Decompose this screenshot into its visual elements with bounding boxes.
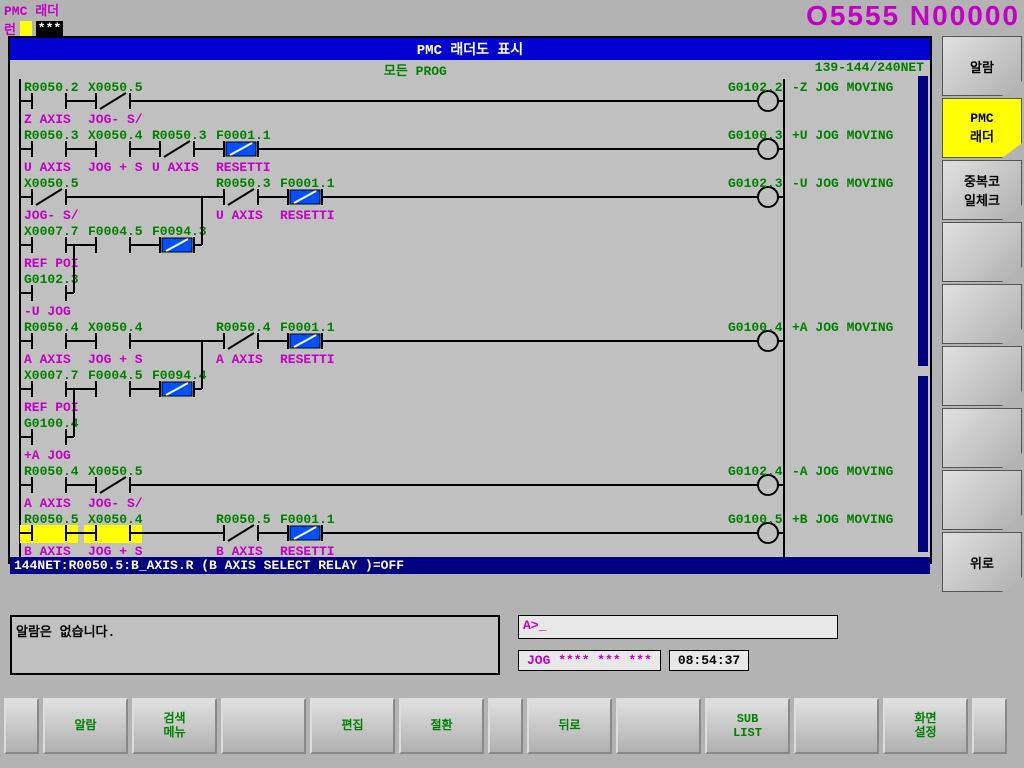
net-range: 139-144/240NET: [815, 60, 924, 79]
svg-text:X0050.5: X0050.5: [88, 80, 143, 95]
softkey-0[interactable]: [4, 698, 39, 754]
svg-text:JOG- S/: JOG- S/: [24, 208, 79, 223]
svg-text:X0050.4: X0050.4: [88, 512, 143, 527]
svg-text:X0050.5: X0050.5: [24, 176, 79, 191]
scrollbar[interactable]: [918, 76, 928, 552]
side-button-7[interactable]: [942, 470, 1022, 530]
softkey-4[interactable]: 편집: [310, 698, 395, 754]
message-box: 알람은 없습니다.: [10, 615, 500, 675]
softkey-11[interactable]: 화면 설정: [883, 698, 968, 754]
svg-text:RESETTI: RESETTI: [280, 352, 335, 367]
svg-text:R0050.5: R0050.5: [24, 512, 79, 527]
svg-text:F0094.4: F0094.4: [152, 368, 207, 383]
svg-text:JOG + S: JOG + S: [88, 352, 143, 367]
svg-text:RESETTI: RESETTI: [280, 544, 335, 557]
svg-text:JOG + S: JOG + S: [88, 160, 143, 175]
svg-text:B AXIS: B AXIS: [24, 544, 71, 557]
svg-text:F0001.1: F0001.1: [216, 128, 271, 143]
svg-text:JOG + S: JOG + S: [88, 544, 143, 557]
svg-text:+U JOG MOVING: +U JOG MOVING: [792, 128, 894, 143]
svg-text:F0004.5: F0004.5: [88, 224, 143, 239]
svg-text:REF POI: REF POI: [24, 256, 79, 271]
svg-text:F0001.1: F0001.1: [280, 176, 335, 191]
panel-title: PMC 래더도 표시: [10, 38, 930, 60]
svg-text:+A JOG: +A JOG: [24, 448, 71, 463]
softkey-3[interactable]: [221, 698, 306, 754]
softkey-1[interactable]: 알람: [43, 698, 128, 754]
svg-text:A AXIS: A AXIS: [24, 496, 71, 511]
svg-text:F0001.1: F0001.1: [280, 320, 335, 335]
svg-text:X0050.5: X0050.5: [88, 464, 143, 479]
svg-text:U AXIS: U AXIS: [152, 160, 199, 175]
side-button-5[interactable]: [942, 346, 1022, 406]
svg-text:JOG- S/: JOG- S/: [88, 496, 143, 511]
svg-text:G0100.3: G0100.3: [728, 128, 783, 143]
svg-text:X0007.7: X0007.7: [24, 224, 79, 239]
side-button-4[interactable]: [942, 284, 1022, 344]
softkey-5[interactable]: 절환: [399, 698, 484, 754]
status-line: 144NET:R0050.5:B_AXIS.R (B AXIS SELECT R…: [10, 557, 930, 574]
svg-text:G0100.4: G0100.4: [24, 416, 79, 431]
svg-text:-U JOG MOVING: -U JOG MOVING: [792, 176, 894, 191]
svg-text:F0094.3: F0094.3: [152, 224, 207, 239]
side-button-6[interactable]: [942, 408, 1022, 468]
softkey-8[interactable]: [616, 698, 701, 754]
svg-text:R0050.3: R0050.3: [216, 176, 271, 191]
svg-text:R0050.3: R0050.3: [152, 128, 207, 143]
svg-text:G0102.3: G0102.3: [24, 272, 79, 287]
svg-text:U AXIS: U AXIS: [216, 208, 263, 223]
svg-text:G0102.4: G0102.4: [728, 464, 783, 479]
program-number: O5555 N00000: [806, 0, 1020, 32]
svg-text:-A JOG MOVING: -A JOG MOVING: [792, 464, 894, 479]
svg-text:RESETTI: RESETTI: [216, 160, 271, 175]
side-button-1[interactable]: PMC 래더: [942, 98, 1022, 158]
svg-text:U AXIS: U AXIS: [24, 160, 71, 175]
svg-text:A AXIS: A AXIS: [24, 352, 71, 367]
svg-text:F0001.1: F0001.1: [280, 512, 335, 527]
prog-filter: 모든 PROG: [384, 60, 447, 79]
softkey-2[interactable]: 검색 메뉴: [132, 698, 217, 754]
svg-text:-Z JOG MOVING: -Z JOG MOVING: [792, 80, 894, 95]
softkey-10[interactable]: [794, 698, 879, 754]
svg-text:X0007.7: X0007.7: [24, 368, 79, 383]
mode-indicator: JOG **** *** ***: [518, 650, 661, 671]
svg-text:F0004.5: F0004.5: [88, 368, 143, 383]
svg-text:R0050.4: R0050.4: [24, 464, 79, 479]
side-button-bar: 알람PMC 래더중복코 일체크위로: [942, 36, 1022, 592]
softkey-bar: 알람검색 메뉴 편집절환 뒤로 SUB LIST 화면 설정: [0, 698, 1024, 766]
softkey-9[interactable]: SUB LIST: [705, 698, 790, 754]
ladder-canvas[interactable]: R0050.2 Z AXIS X0050.5 JOG- S/G0102.2 -Z JOG…: [12, 79, 922, 557]
svg-text:+A JOG MOVING: +A JOG MOVING: [792, 320, 894, 335]
ladder-panel: PMC 래더도 표시 모든 PROG 139-144/240NET R0050.…: [8, 36, 932, 564]
svg-text:X0050.4: X0050.4: [88, 128, 143, 143]
side-button-2[interactable]: 중복코 일체크: [942, 160, 1022, 220]
svg-text:G0100.4: G0100.4: [728, 320, 783, 335]
svg-text:REF POI: REF POI: [24, 400, 79, 415]
svg-text:A AXIS: A AXIS: [216, 352, 263, 367]
softkey-7[interactable]: 뒤로: [527, 698, 612, 754]
svg-text:B AXIS: B AXIS: [216, 544, 263, 557]
svg-text:Z AXIS: Z AXIS: [24, 112, 71, 127]
svg-text:-U JOG: -U JOG: [24, 304, 71, 319]
svg-text:G0102.2: G0102.2: [728, 80, 783, 95]
softkey-6[interactable]: [488, 698, 523, 754]
svg-text:R0050.3: R0050.3: [24, 128, 79, 143]
svg-text:R0050.2: R0050.2: [24, 80, 79, 95]
clock: 08:54:37: [669, 650, 749, 671]
side-button-0[interactable]: 알람: [942, 36, 1022, 96]
side-button-3[interactable]: [942, 222, 1022, 282]
app-title: PMC 래더: [4, 0, 63, 19]
svg-text:R0050.4: R0050.4: [216, 320, 271, 335]
svg-text:X0050.4: X0050.4: [88, 320, 143, 335]
svg-text:G0100.5: G0100.5: [728, 512, 783, 527]
softkey-12[interactable]: [972, 698, 1007, 754]
svg-text:JOG- S/: JOG- S/: [88, 112, 143, 127]
command-prompt[interactable]: A>_: [518, 615, 838, 639]
side-button-8[interactable]: 위로: [942, 532, 1022, 592]
svg-text:RESETTI: RESETTI: [280, 208, 335, 223]
svg-text:R0050.4: R0050.4: [24, 320, 79, 335]
svg-text:G0102.3: G0102.3: [728, 176, 783, 191]
svg-text:R0050.5: R0050.5: [216, 512, 271, 527]
svg-text:+B JOG MOVING: +B JOG MOVING: [792, 512, 894, 527]
